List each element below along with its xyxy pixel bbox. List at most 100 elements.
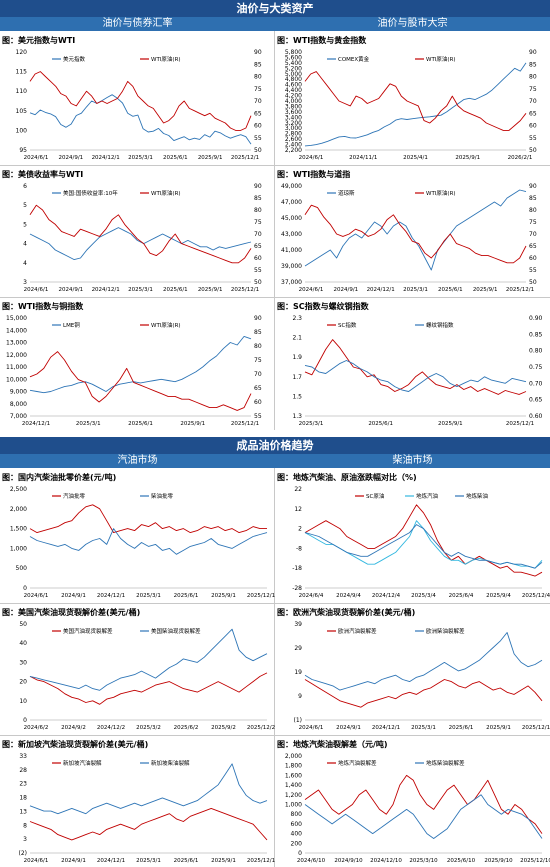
y-right-tick-label: 0.60 — [529, 413, 543, 420]
chart-panel-local-vs-crude: 图：地炼汽柴油、原油涨跌幅对比（%) -28 -18 -8 2 12 22 2024/6/4… — [275, 471, 550, 602]
legend-label: WTI原油(R) — [151, 55, 181, 63]
y-left-tick-label: 3,600 — [285, 109, 302, 116]
y-left-tick-label: 105 — [16, 108, 28, 115]
x-tick-label: 2025/9/1 — [438, 421, 463, 427]
series-line-1 — [29, 672, 268, 705]
chart-eu-crack: (1) 9 19 29 39 2024/6/1 2024/9/1 2024/12/1 2025/… — [294, 621, 550, 731]
x-tick-label: 2024/9/1 — [61, 593, 86, 599]
subheader-gasoline: 汽油市场 — [117, 455, 158, 466]
series-line-3 — [304, 524, 543, 569]
y-left-tick-label: 1,600 — [285, 772, 302, 779]
legend-label: 欧洲汽油裂解差 — [338, 627, 377, 635]
y-left-tick-label: 3 — [23, 836, 27, 843]
y-right-tick-label: 80 — [254, 74, 262, 81]
series-line-1 — [304, 62, 527, 147]
y-left-tick-label: 2,800 — [285, 131, 302, 138]
series-line-1 — [304, 774, 543, 834]
series-line-2 — [29, 763, 268, 815]
x-tick-label: 2024/9/1 — [336, 725, 361, 731]
x-tick-label: 2025/3/10 — [409, 858, 438, 864]
x-tick-label: 2024/6/1 — [24, 593, 49, 599]
legend-label: 地炼柴油裂解差 — [426, 759, 465, 767]
y-left-tick-label: 1,000 — [285, 802, 302, 809]
y-left-tick-label: 45,000 — [281, 215, 302, 222]
y-left-tick-label: 1,800 — [285, 763, 302, 770]
y-left-tick-label: 4,800 — [285, 76, 302, 83]
y-left-tick-label: 12 — [294, 506, 302, 513]
x-tick-label: 2024/12/10 — [370, 858, 402, 864]
y-left-tick-label: 4,400 — [285, 87, 302, 94]
x-tick-label: 2025/3/4 — [411, 593, 436, 599]
y-right-tick-label: 85 — [254, 329, 262, 336]
chart-title: 图：欧洲汽柴油现货裂解价差(美元/桶) — [277, 608, 416, 617]
series-line-2 — [304, 204, 527, 264]
y-right-tick-label: 70 — [254, 98, 262, 105]
x-tick-label: 2024/12/4 — [372, 593, 401, 599]
series-line-2 — [304, 794, 543, 839]
chart-title: 图：地炼汽柴油、原油涨跌幅对比（%) — [277, 473, 417, 482]
x-tick-label: 2025/6/1 — [368, 421, 393, 427]
x-tick-label: 2024/11/1 — [349, 155, 377, 161]
series-line-1 — [29, 227, 252, 261]
x-tick-label: 2024/9/4 — [336, 593, 361, 599]
y-left-tick-label: 13 — [19, 808, 27, 815]
series-line-2 — [29, 204, 252, 264]
x-tick-label: 2024/12/1 — [97, 593, 125, 599]
y-right-tick-label: 90 — [529, 49, 537, 56]
x-tick-label: 2025/6/1 — [438, 287, 463, 293]
x-tick-label: 2024/6/2 — [24, 725, 49, 731]
x-tick-label: 2025/12/10 — [520, 858, 550, 864]
y-right-tick-label: 65 — [254, 110, 262, 117]
row-divider — [0, 165, 550, 166]
y-left-tick-label: 11,000 — [6, 364, 27, 371]
x-tick-label: 2024/12/1 — [92, 287, 120, 293]
y-left-tick-label: (1) — [294, 717, 303, 724]
y-left-tick-label: 5,400 — [285, 60, 302, 67]
y-right-tick-label: 75 — [254, 357, 262, 364]
x-tick-label: 2024/12/1 — [22, 421, 50, 427]
y-right-tick-label: 60 — [254, 399, 262, 406]
y-right-tick-label: 60 — [254, 255, 262, 262]
y-left-tick-label: 3 — [23, 279, 27, 286]
x-tick-label: 2024/6/1 — [24, 155, 49, 161]
x-tick-label: 2025/9/4 — [486, 593, 511, 599]
legend-label: SC指数 — [338, 321, 357, 329]
y-right-tick-label: 70 — [254, 231, 262, 238]
y-left-tick-label: -28 — [292, 585, 302, 592]
y-right-tick-label: 65 — [529, 243, 537, 250]
x-tick-label: 2026/2/1 — [508, 155, 533, 161]
y-right-tick-label: 55 — [254, 135, 262, 142]
x-tick-label: 2025/4/1 — [403, 155, 428, 161]
series-line-1 — [29, 807, 268, 841]
legend-label: WTI原油(R) — [426, 55, 456, 63]
legend-label: LME铜 — [63, 321, 80, 329]
legend-label: WTI原油(R) — [426, 189, 456, 197]
row-divider — [0, 297, 550, 298]
y-right-tick-label: 50 — [529, 147, 537, 154]
x-tick-label: 2025/12/1 — [231, 155, 259, 161]
chart-panel-eu-crack: 图：欧洲汽柴油现货裂解价差(美元/桶) (1) 9 19 29 39 2024/6/1 20… — [275, 606, 550, 734]
y-left-tick-label: 600 — [291, 821, 303, 828]
y-left-tick-label: 10,000 — [6, 376, 27, 383]
y-right-tick-label: 80 — [529, 74, 537, 81]
series-line-2 — [29, 351, 252, 411]
x-tick-label: 2024/9/1 — [61, 858, 86, 864]
x-tick-label: 2025/3/1 — [403, 287, 428, 293]
series-line-1 — [304, 679, 543, 708]
chart-panel-wti-copper: 图：WTI指数与铜指数 7,000 8,000 9,000 10,000 11,000 1… — [0, 300, 275, 430]
chart-title: 图：地炼汽柴油裂解差（元/吨) — [277, 740, 388, 749]
y-right-tick-label: 0.90 — [529, 315, 543, 322]
x-tick-label: 2025/12/1 — [247, 593, 275, 599]
y-right-tick-label: 55 — [529, 135, 537, 142]
x-tick-label: 2025/12/1 — [247, 858, 275, 864]
row-divider — [0, 735, 550, 736]
y-right-tick-label: 75 — [254, 86, 262, 93]
y-right-tick-label: 85 — [529, 61, 537, 68]
x-tick-label: 2025/3/2 — [136, 725, 161, 731]
x-tick-label: 2024/6/1 — [24, 287, 49, 293]
x-tick-label: 2025/12/1 — [506, 421, 534, 427]
y-left-tick-label: -8 — [296, 545, 302, 552]
x-tick-label: 2024/9/1 — [58, 155, 83, 161]
chart-wti-gold: 2,2002,4002,6002,8003,0003,2003,4003,600… — [285, 49, 537, 161]
x-tick-label: 2025/9/1 — [198, 155, 223, 161]
